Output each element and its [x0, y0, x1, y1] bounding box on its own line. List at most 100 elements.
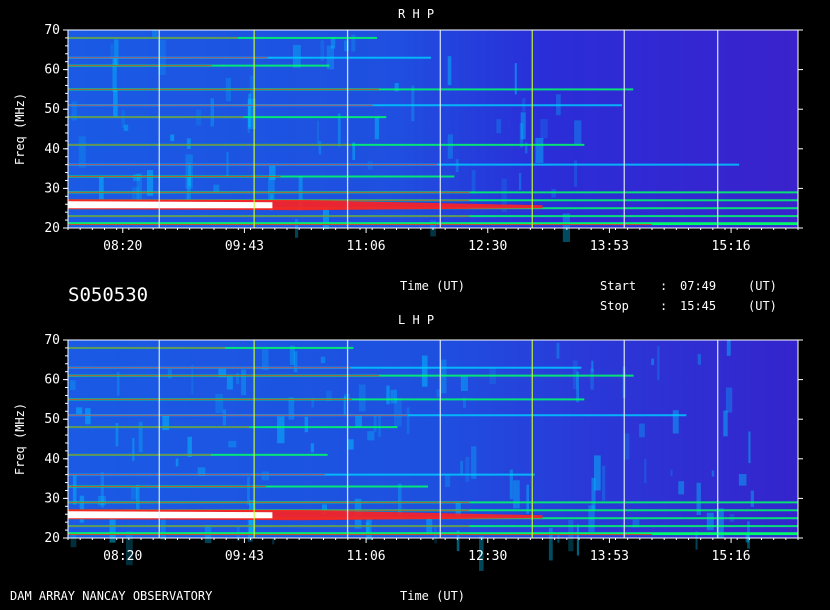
emission-texture	[71, 101, 78, 121]
emission-texture	[175, 458, 179, 467]
emission-texture	[268, 178, 275, 200]
emission-texture	[574, 120, 582, 144]
x-tick-label: 15:16	[712, 239, 751, 254]
emission-texture	[316, 120, 319, 146]
emission-texture	[114, 39, 119, 66]
emission-texture	[394, 397, 402, 427]
drift-band-white	[68, 201, 273, 209]
emission-band-core	[68, 176, 281, 178]
emission-texture	[750, 490, 754, 507]
stop-colon: :	[660, 299, 668, 313]
observatory-label: DAM ARRAY NANCAY OBSERVATORY	[10, 589, 213, 603]
emission-texture	[373, 414, 377, 432]
emission-texture	[210, 98, 214, 127]
emission-texture	[390, 389, 398, 404]
y-tick-label: 20	[44, 531, 60, 546]
rhp-title: R H P	[398, 7, 435, 21]
emission-texture	[358, 384, 366, 412]
emission-texture	[191, 364, 194, 395]
emission-texture	[292, 44, 301, 68]
emission-texture	[513, 480, 520, 509]
emission-texture	[136, 173, 143, 209]
stop-label: Stop	[600, 299, 629, 313]
emission-texture	[695, 531, 698, 550]
y-tick-label: 50	[44, 412, 60, 427]
emission-texture	[131, 187, 140, 201]
emission-texture	[115, 422, 119, 447]
emission-texture	[526, 484, 530, 514]
emission-texture	[272, 537, 275, 545]
emission-texture	[133, 174, 141, 182]
x-tick-label: 12:30	[468, 549, 507, 564]
emission-texture	[228, 440, 237, 448]
emission-texture	[100, 472, 104, 508]
emission-texture	[501, 178, 507, 213]
emission-texture	[330, 36, 336, 49]
emission-band-core	[68, 347, 225, 349]
emission-texture	[519, 123, 524, 148]
emission-texture	[288, 397, 295, 420]
emission-texture	[261, 471, 270, 481]
emission-texture	[188, 163, 192, 186]
emission-texture	[170, 134, 175, 142]
emission-texture	[639, 423, 645, 438]
spectrogram-background	[68, 340, 798, 538]
emission-band-core	[68, 375, 380, 377]
emission-texture	[738, 474, 747, 486]
emission-texture	[574, 160, 578, 187]
emission-band-core	[68, 116, 244, 118]
y-tick-label: 60	[44, 63, 60, 78]
emission-texture	[496, 119, 502, 134]
emission-texture	[351, 34, 356, 52]
x-tick-label: 13:53	[590, 239, 629, 254]
emission-band-core	[68, 525, 470, 527]
emission-texture	[110, 43, 114, 59]
x-tick-label: 09:43	[225, 239, 264, 254]
y-axis-label: Freq (MHz)	[13, 403, 27, 475]
emission-texture	[726, 340, 731, 356]
emission-texture	[344, 393, 350, 400]
emission-texture	[455, 501, 461, 517]
emission-texture	[325, 390, 332, 402]
y-tick-label: 50	[44, 102, 60, 117]
emission-band-core	[68, 57, 268, 59]
emission-texture	[167, 369, 172, 379]
emission-texture	[72, 474, 77, 505]
emission-texture	[524, 142, 528, 154]
emission-texture	[576, 524, 580, 556]
emission-texture	[378, 415, 381, 437]
x-tick-label: 15:16	[712, 549, 751, 564]
emission-texture	[465, 456, 470, 482]
emission-band-core	[68, 454, 211, 456]
emission-texture	[70, 380, 76, 390]
emission-texture	[123, 124, 129, 131]
emission-texture	[591, 360, 594, 372]
y-axis-label: Freq (MHz)	[13, 93, 27, 165]
emission-texture	[421, 355, 428, 387]
emission-texture	[509, 469, 513, 500]
emission-texture	[113, 90, 118, 117]
emission-texture	[269, 165, 276, 180]
emission-texture	[406, 407, 410, 434]
emission-texture	[374, 117, 380, 140]
emission-texture	[337, 113, 341, 147]
emission-texture	[540, 119, 548, 139]
emission-texture	[548, 527, 553, 561]
emission-texture	[310, 443, 315, 453]
emission-texture	[160, 509, 166, 540]
emission-texture	[131, 487, 138, 500]
emission-texture	[444, 473, 451, 487]
emission-band-core	[68, 88, 379, 90]
emission-texture	[215, 393, 224, 414]
emission-texture	[745, 534, 750, 543]
y-tick-label: 30	[44, 491, 60, 506]
emission-texture	[394, 83, 399, 92]
y-tick-label: 70	[44, 333, 60, 348]
emission-band-core	[68, 414, 409, 416]
emission-texture	[518, 172, 522, 190]
emission-texture	[79, 495, 85, 523]
emission-band-core	[68, 65, 212, 67]
lhp-title: L H P	[398, 313, 435, 327]
emission-texture	[460, 460, 463, 475]
emission-texture	[76, 407, 83, 415]
